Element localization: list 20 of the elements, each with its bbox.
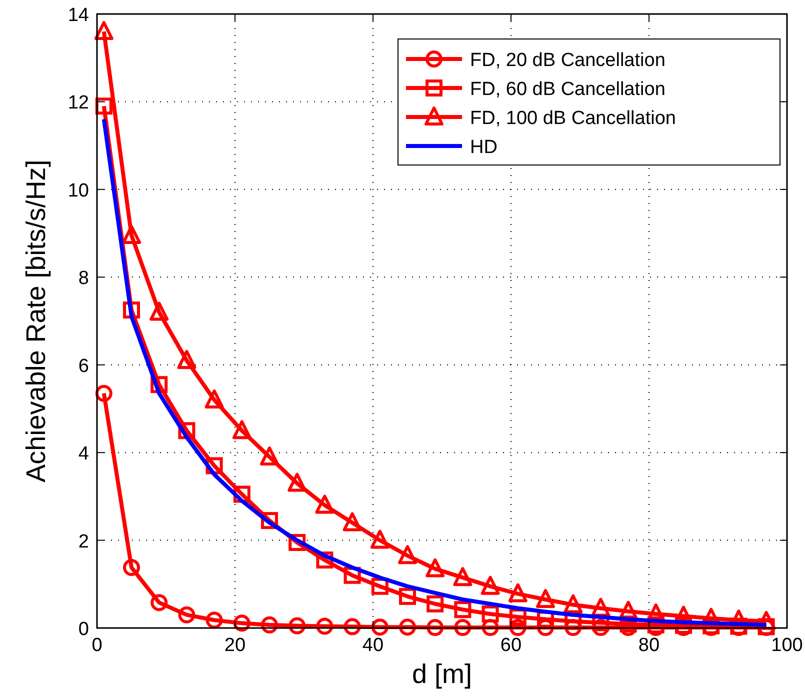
y-tick-label: 0 xyxy=(78,619,89,640)
y-axis-title: Achievable Rate [bits/s/Hz] xyxy=(21,160,51,482)
y-tick-label: 6 xyxy=(78,356,89,377)
x-tick-label: 80 xyxy=(638,635,660,656)
y-tick-label: 14 xyxy=(68,5,90,26)
y-tick-label: 4 xyxy=(78,444,90,465)
legend-label: HD xyxy=(470,137,498,158)
x-tick-label: 60 xyxy=(500,635,522,656)
y-tick-label: 2 xyxy=(78,531,89,552)
x-tick-label: 0 xyxy=(92,635,102,656)
x-tick-label: 40 xyxy=(362,635,384,656)
legend-label: FD, 100 dB Cancellation xyxy=(470,108,676,129)
x-tick-label: 100 xyxy=(771,635,803,656)
x-axis-title: d [m] xyxy=(412,659,472,689)
y-tick-label: 10 xyxy=(68,180,89,202)
legend-label: FD, 60 dB Cancellation xyxy=(470,79,666,100)
y-tick-label: 12 xyxy=(68,92,89,114)
y-tick-label: 8 xyxy=(78,268,89,290)
legend-label: FD, 20 dB Cancellation xyxy=(470,50,666,71)
x-tick-label: 20 xyxy=(224,635,246,656)
